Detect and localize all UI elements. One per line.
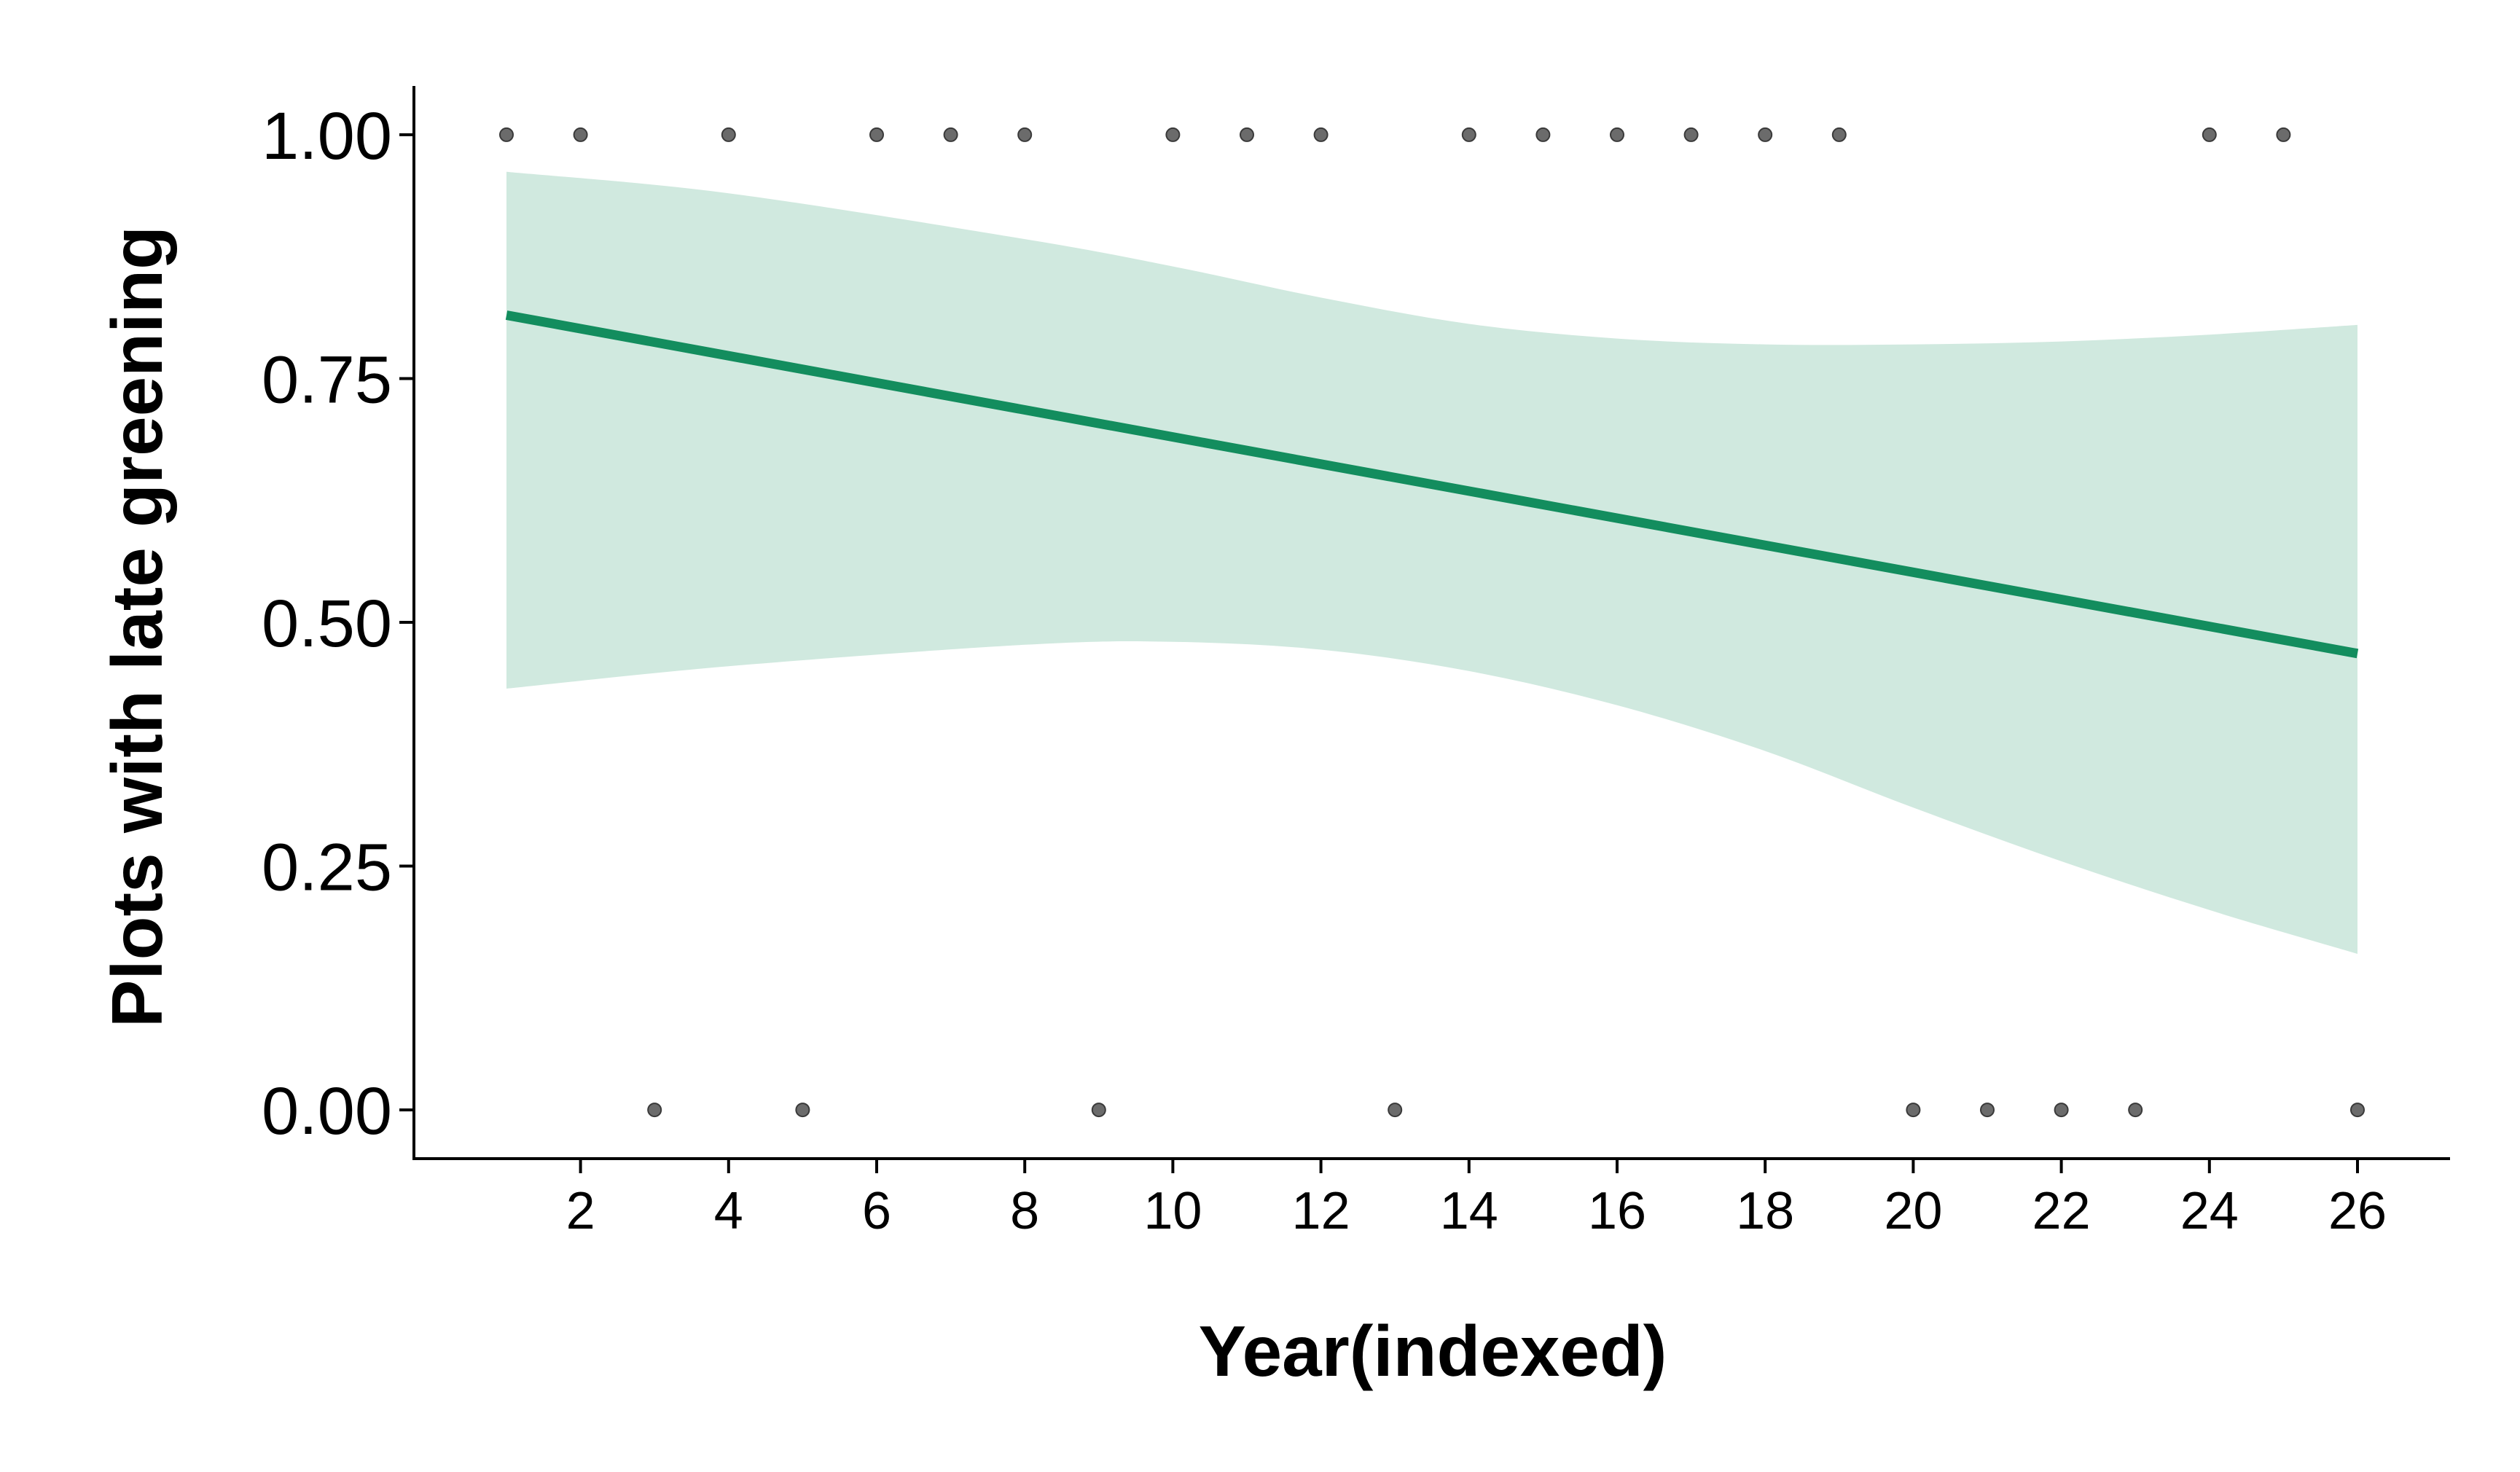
confidence-band-layer bbox=[506, 171, 2357, 954]
data-points-layer bbox=[499, 127, 2365, 1118]
data-point bbox=[647, 1103, 662, 1118]
data-point bbox=[1758, 127, 1773, 142]
y-tick-label: 0.00 bbox=[262, 1074, 392, 1148]
x-ticks-layer: 2 4 6 8 10 12 14 16 18 20 22 24 26 bbox=[566, 1159, 2387, 1240]
x-tick-label: 14 bbox=[1440, 1182, 1498, 1240]
data-point bbox=[1461, 127, 1476, 142]
data-point bbox=[721, 127, 736, 142]
data-point bbox=[2276, 127, 2291, 142]
data-point bbox=[1831, 127, 1847, 142]
data-point bbox=[2202, 127, 2217, 142]
x-tick-label: 24 bbox=[2180, 1182, 2239, 1240]
x-tick-label: 20 bbox=[1884, 1182, 1942, 1240]
x-tick-label: 4 bbox=[714, 1182, 743, 1240]
x-tick-label: 10 bbox=[1143, 1182, 1202, 1240]
data-point bbox=[1091, 1103, 1106, 1118]
fit-line bbox=[505, 310, 2359, 659]
data-point bbox=[1313, 127, 1329, 142]
data-point bbox=[1017, 127, 1033, 142]
x-tick-label: 22 bbox=[2032, 1182, 2091, 1240]
data-point bbox=[869, 127, 884, 142]
data-point bbox=[1980, 1103, 1995, 1118]
y-axis-title: Plots with late greening bbox=[97, 226, 177, 1027]
data-point bbox=[1906, 1103, 1921, 1118]
data-point bbox=[1388, 1103, 1403, 1118]
x-tick-label: 2 bbox=[566, 1182, 595, 1240]
data-point bbox=[2054, 1103, 2069, 1118]
x-tick-label: 18 bbox=[1736, 1182, 1794, 1240]
y-tick-label: 0.50 bbox=[262, 587, 392, 661]
x-tick-label: 6 bbox=[862, 1182, 891, 1240]
data-point bbox=[2350, 1103, 2365, 1118]
data-point bbox=[1610, 127, 1624, 142]
x-tick-label: 26 bbox=[2328, 1182, 2387, 1240]
data-point bbox=[1683, 127, 1699, 142]
y-ticks-layer: 0.00 0.25 0.50 0.75 1.00 bbox=[262, 99, 414, 1148]
y-tick-label: 0.75 bbox=[262, 342, 392, 417]
data-point bbox=[2128, 1103, 2143, 1118]
data-point bbox=[943, 127, 958, 142]
x-tick-label: 12 bbox=[1292, 1182, 1350, 1240]
data-point bbox=[1240, 127, 1254, 142]
data-point bbox=[795, 1103, 810, 1118]
y-tick-label: 0.25 bbox=[262, 831, 392, 905]
y-tick-label: 1.00 bbox=[262, 99, 392, 173]
confidence-band bbox=[506, 171, 2357, 954]
data-point bbox=[499, 127, 514, 142]
x-tick-label: 8 bbox=[1010, 1182, 1039, 1240]
data-point bbox=[1535, 127, 1551, 142]
fit-line-layer bbox=[505, 310, 2359, 659]
data-point bbox=[573, 127, 588, 142]
data-point bbox=[1165, 127, 1181, 142]
x-tick-label: 16 bbox=[1588, 1182, 1646, 1240]
x-axis-title: Year(indexed) bbox=[1199, 1311, 1667, 1391]
